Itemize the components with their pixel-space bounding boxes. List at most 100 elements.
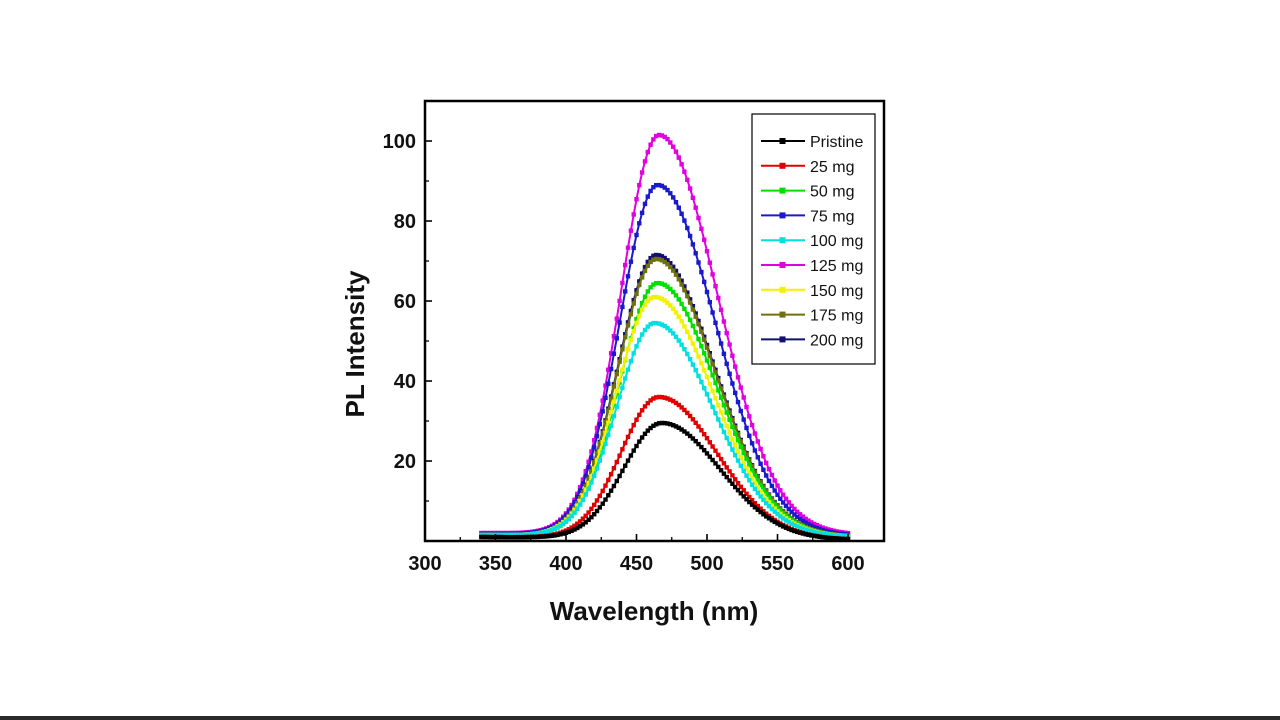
data-point — [730, 353, 735, 358]
data-point — [676, 277, 681, 282]
data-point — [843, 536, 848, 542]
legend-label: 100 mg — [810, 233, 863, 250]
data-point — [738, 444, 743, 449]
data-point — [673, 200, 679, 205]
data-point — [806, 518, 811, 523]
data-point — [532, 531, 538, 536]
data-point — [625, 367, 631, 372]
data-point — [651, 423, 656, 428]
data-point — [679, 278, 684, 283]
data-point — [608, 410, 614, 415]
data-point — [724, 423, 729, 429]
data-point — [614, 336, 619, 341]
data-point — [823, 526, 828, 531]
data-point — [730, 417, 735, 423]
data-point — [634, 197, 639, 202]
data-point — [645, 324, 650, 329]
data-point — [761, 512, 766, 517]
data-point — [733, 477, 738, 482]
data-point — [685, 290, 690, 295]
data-point — [837, 536, 842, 541]
y-tick-label: 40 — [394, 371, 416, 393]
data-point — [662, 395, 667, 400]
data-point — [648, 188, 653, 194]
data-point — [668, 191, 673, 196]
data-point — [724, 474, 729, 480]
data-point — [637, 439, 642, 444]
data-point — [733, 390, 738, 396]
data-point — [648, 142, 653, 147]
data-point — [747, 433, 752, 438]
data-point — [716, 464, 721, 470]
data-point — [606, 424, 611, 429]
data-point — [569, 511, 574, 516]
data-point — [673, 334, 679, 339]
data-point — [702, 351, 707, 356]
data-point — [682, 306, 687, 311]
data-point — [648, 425, 653, 431]
data-point — [721, 394, 727, 399]
data-point — [752, 473, 758, 478]
data-point — [814, 525, 820, 531]
legend-swatch-marker — [779, 187, 786, 194]
data-point — [617, 473, 622, 479]
data-point — [721, 403, 727, 408]
data-point — [769, 498, 775, 504]
data-point — [572, 500, 577, 505]
data-point — [716, 403, 721, 408]
data-point — [687, 233, 693, 239]
data-point — [487, 534, 493, 540]
data-point — [654, 281, 659, 286]
data-point — [617, 359, 622, 364]
data-point — [637, 313, 642, 319]
legend-swatch-marker — [779, 286, 786, 293]
data-point — [718, 456, 724, 462]
data-point — [713, 380, 718, 386]
data-point — [577, 495, 583, 501]
data-point — [710, 457, 715, 463]
data-point — [721, 351, 727, 356]
data-point — [744, 491, 749, 496]
data-point — [518, 535, 524, 540]
data-point — [580, 493, 586, 498]
data-point — [628, 337, 634, 343]
data-point — [572, 510, 577, 515]
data-point — [642, 268, 648, 274]
data-point — [766, 504, 772, 509]
data-point — [600, 398, 605, 403]
data-point — [586, 486, 591, 492]
data-point — [659, 420, 665, 426]
data-point — [738, 484, 743, 489]
data-point — [654, 183, 659, 188]
data-point — [608, 423, 614, 428]
data-point — [589, 506, 594, 511]
data-point — [634, 443, 639, 449]
data-point — [696, 336, 701, 342]
data-point — [716, 452, 721, 458]
data-point — [749, 476, 755, 481]
data-point — [752, 480, 758, 486]
data-point — [707, 365, 712, 371]
data-point — [662, 323, 667, 329]
data-point — [583, 492, 588, 497]
data-point — [696, 441, 701, 447]
data-point — [645, 194, 650, 199]
data-point — [639, 408, 645, 413]
data-point — [702, 385, 707, 391]
data-point — [758, 494, 763, 499]
data-point — [713, 461, 718, 466]
data-point — [634, 317, 639, 322]
data-point — [724, 361, 729, 366]
data-point — [797, 525, 803, 530]
data-point — [687, 317, 693, 323]
data-point — [600, 501, 605, 506]
data-point — [530, 531, 535, 537]
data-point — [758, 489, 763, 494]
data-point — [577, 519, 583, 524]
data-point — [789, 521, 794, 526]
data-point — [727, 410, 732, 415]
data-point — [696, 373, 701, 379]
data-point — [758, 446, 763, 452]
data-point — [710, 388, 715, 394]
data-point — [814, 523, 820, 528]
